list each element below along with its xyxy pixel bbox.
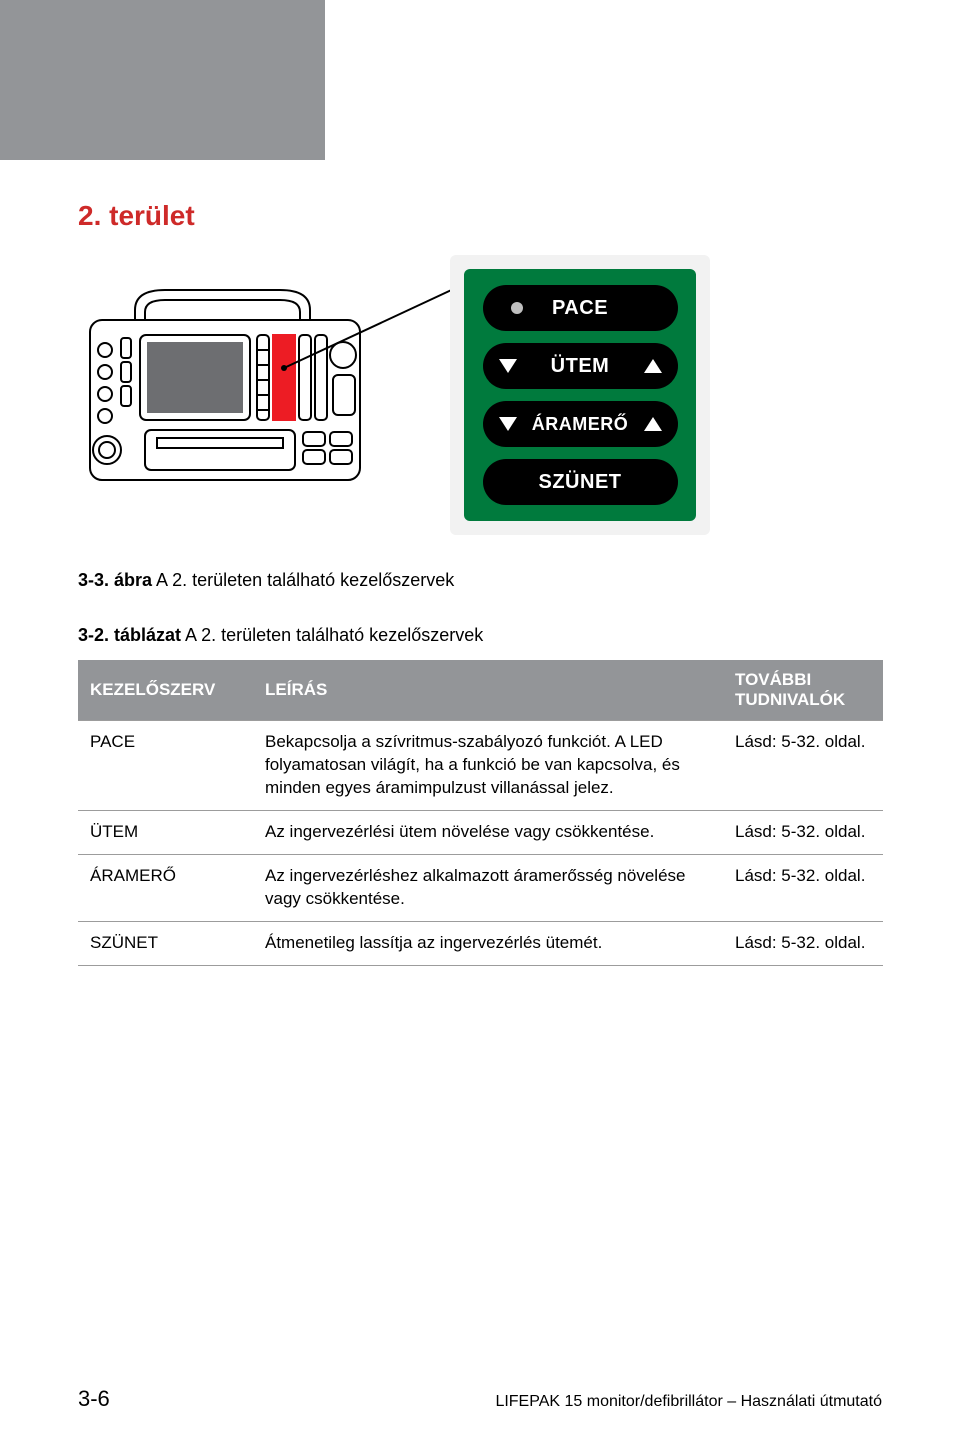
footer-text: LIFEPAK 15 monitor/defibrillátor – Haszn…: [495, 1393, 882, 1411]
col-desc: LEÍRÁS: [253, 660, 723, 721]
controls-table: KEZELŐSZERV LEÍRÁS TOVÁBBI TUDNIVALÓK PA…: [78, 660, 883, 966]
figure-caption: 3-3. ábra A 2. területen található kezel…: [78, 570, 454, 591]
control-panel: PACE ÜTEM ÁRAMERŐ SZÜNET: [450, 255, 710, 535]
aramero-label: ÁRAMERŐ: [532, 414, 629, 435]
table-row: SZÜNET Átmenetileg lassítja az ingervezé…: [78, 921, 883, 965]
col-control: KEZELŐSZERV: [78, 660, 253, 721]
cell-desc: Az ingervezérlési ütem növelése vagy csö…: [253, 810, 723, 854]
cell-ref: Lásd: 5-32. oldal.: [723, 854, 883, 921]
cell-ref: Lásd: 5-32. oldal.: [723, 921, 883, 965]
cell-ref: Lásd: 5-32. oldal.: [723, 721, 883, 811]
cell-desc: Átmenetileg lassítja az ingervezérlés üt…: [253, 921, 723, 965]
cell-control: ÜTEM: [78, 810, 253, 854]
table-caption: 3-2. táblázat A 2. területen található k…: [78, 625, 483, 646]
cell-control: PACE: [78, 721, 253, 811]
decrease-icon: [499, 359, 517, 373]
increase-icon: [644, 359, 662, 373]
col-ref-text: TOVÁBBI TUDNIVALÓK: [735, 670, 845, 709]
page: 2. terület: [0, 0, 960, 1444]
decrease-icon: [499, 417, 517, 431]
utem-label: ÜTEM: [551, 355, 610, 378]
pointer-line: [280, 278, 470, 398]
szunet-button[interactable]: SZÜNET: [483, 459, 678, 505]
table-caption-text: A 2. területen található kezelőszervek: [181, 625, 483, 645]
led-icon: [511, 302, 523, 314]
figure-caption-text: A 2. területen található kezelőszervek: [152, 570, 454, 590]
aramero-button[interactable]: ÁRAMERŐ: [483, 401, 678, 447]
table-row: ÜTEM Az ingervezérlési ütem növelése vag…: [78, 810, 883, 854]
pace-button[interactable]: PACE: [483, 285, 678, 331]
table-header-row: KEZELŐSZERV LEÍRÁS TOVÁBBI TUDNIVALÓK: [78, 660, 883, 721]
header-grey-block: [0, 0, 325, 160]
col-ref: TOVÁBBI TUDNIVALÓK: [723, 660, 883, 721]
cell-desc: Az ingervezérléshez alkalmazott áramerős…: [253, 854, 723, 921]
increase-icon: [644, 417, 662, 431]
table-row: ÁRAMERŐ Az ingervezérléshez alkalmazott …: [78, 854, 883, 921]
cell-desc: Bekapcsolja a szívritmus-szabályozó funk…: [253, 721, 723, 811]
section-title: 2. terület: [78, 200, 195, 232]
cell-control: SZÜNET: [78, 921, 253, 965]
cell-control: ÁRAMERŐ: [78, 854, 253, 921]
pace-label: PACE: [552, 297, 608, 320]
control-panel-inner: PACE ÜTEM ÁRAMERŐ SZÜNET: [464, 269, 696, 521]
utem-button[interactable]: ÜTEM: [483, 343, 678, 389]
table-row: PACE Bekapcsolja a szívritmus-szabályozó…: [78, 721, 883, 811]
footer: 3-6 LIFEPAK 15 monitor/defibrillátor – H…: [78, 1386, 882, 1412]
szunet-label: SZÜNET: [539, 471, 622, 494]
table-caption-bold: 3-2. táblázat: [78, 625, 181, 645]
figure-caption-bold: 3-3. ábra: [78, 570, 152, 590]
page-number: 3-6: [78, 1386, 110, 1412]
cell-ref: Lásd: 5-32. oldal.: [723, 810, 883, 854]
